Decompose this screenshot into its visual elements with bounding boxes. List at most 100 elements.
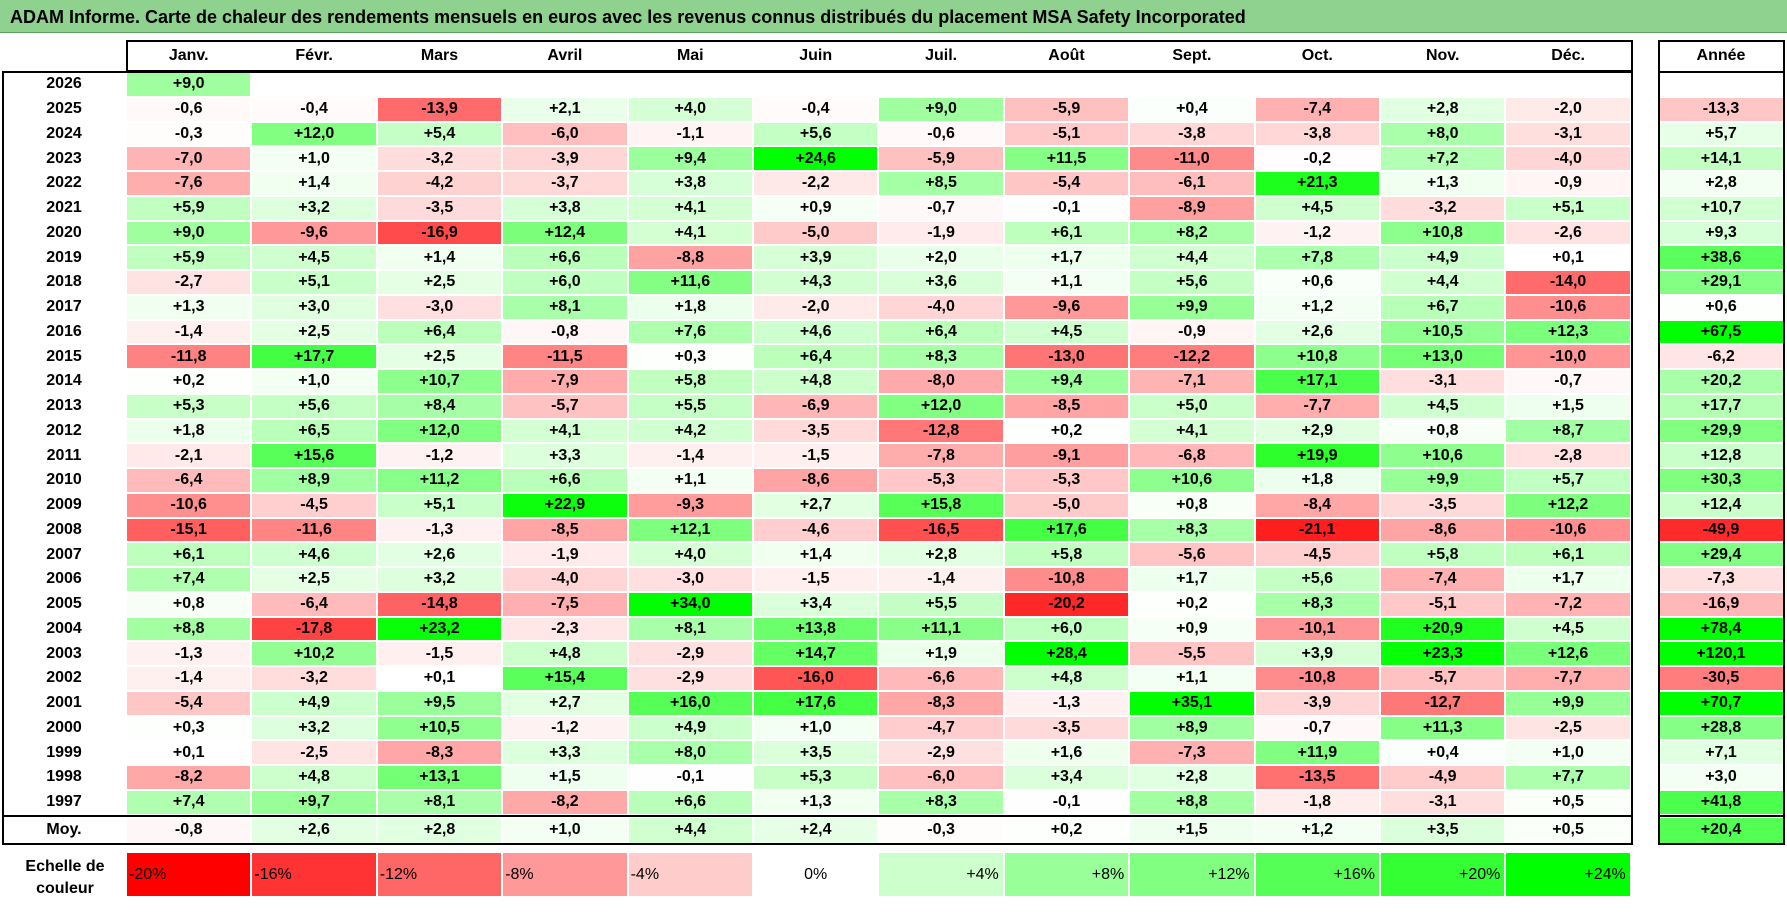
heatmap-cell: -13,9 (376, 96, 503, 122)
heatmap-cell: +0,5 (1505, 789, 1631, 815)
heatmap-cell: -1,4 (878, 567, 1004, 592)
color-scale-stop: -4% (627, 852, 753, 897)
heatmap-cell: +4,9 (627, 715, 753, 741)
color-scale-stop: +24% (1505, 852, 1631, 897)
heatmap-cell: -5,0 (1003, 492, 1130, 518)
heatmap-cell: -6,9 (753, 393, 879, 419)
heatmap-cell: -14,8 (376, 591, 503, 617)
heatmap-cell: +4,5 (1380, 393, 1506, 419)
heatmap-cell (627, 72, 753, 97)
heatmap-cell: +1,3 (1380, 171, 1506, 196)
annual-cell (1658, 72, 1784, 97)
annual-cell: +29,9 (1658, 418, 1784, 444)
heatmap-cell: -5,9 (878, 146, 1004, 171)
heatmap-cell: -4,6 (753, 517, 879, 543)
heatmap-cell: -1,2 (1254, 220, 1380, 246)
heatmap-cell: +3,4 (1003, 765, 1130, 790)
heatmap-cell: +8,4 (376, 393, 503, 419)
year-label: 2026 (2, 72, 126, 97)
heatmap-cell: +8,1 (376, 789, 503, 815)
month-header: Janv. (126, 40, 252, 71)
heatmap-cell: -7,7 (1505, 666, 1631, 691)
annual-cell: -13,3 (1658, 96, 1784, 122)
heatmap-cell: +1,4 (753, 542, 879, 567)
heatmap-cell: +12,0 (251, 121, 377, 147)
heatmap-cell: +2,9 (1254, 418, 1380, 444)
heatmap-cell: +3,4 (753, 591, 879, 617)
heatmap-cell: +5,0 (1129, 393, 1255, 419)
heatmap-cell: -1,9 (502, 542, 628, 567)
heatmap-cell: +7,6 (627, 319, 753, 345)
average-cell: +4,4 (627, 816, 753, 844)
heatmap-cell: +11,9 (1254, 740, 1380, 765)
heatmap-cell: -0,1 (627, 765, 753, 790)
heatmap-cell: +5,3 (126, 393, 252, 419)
heatmap-cell: -2,0 (753, 294, 879, 320)
color-scale-stop: 0% (753, 852, 879, 897)
heatmap-cell: +4,1 (1129, 418, 1255, 444)
heatmap-cell: +0,1 (126, 740, 252, 765)
heatmap-cell: -8,5 (502, 517, 628, 543)
color-scale-stop: -20% (126, 852, 252, 897)
heatmap-cell: -21,1 (1254, 517, 1380, 543)
heatmap-cell (1254, 72, 1380, 97)
heatmap-cell: -10,6 (1505, 517, 1631, 543)
heatmap-cell: +9,4 (627, 146, 753, 171)
average-cell: +1,2 (1254, 816, 1380, 844)
heatmap-cell: -0,9 (1129, 319, 1255, 345)
year-label: 2025 (2, 96, 126, 122)
year-label: 2018 (2, 270, 126, 295)
year-label: 2017 (2, 294, 126, 320)
year-label: 2011 (2, 443, 126, 468)
heatmap-cell: -13,5 (1254, 765, 1380, 790)
month-header: Nov. (1380, 40, 1506, 71)
heatmap-cell: -1,1 (627, 121, 753, 147)
heatmap-cell: +0,3 (627, 344, 753, 369)
heatmap-cell (753, 72, 879, 97)
year-label: 2020 (2, 220, 126, 246)
heatmap-cell: -5,3 (1003, 468, 1130, 493)
average-separator (1658, 814, 1785, 817)
heatmap-cell: +0,2 (1003, 418, 1130, 444)
heatmap-cell: -8,6 (753, 468, 879, 493)
heatmap-cell: -3,8 (1254, 121, 1380, 147)
heatmap-cell: +0,8 (126, 591, 252, 617)
heatmap-cell: +4,8 (753, 369, 879, 394)
heatmap-cell (502, 72, 628, 97)
heatmap-cell: -0,6 (126, 96, 252, 122)
heatmap-cell (376, 72, 503, 97)
heatmap-cell: -4,5 (251, 492, 377, 518)
heatmap-cell: +10,5 (376, 715, 503, 741)
heatmap-cell: -3,7 (502, 171, 628, 196)
heatmap-cell: +8,9 (251, 468, 377, 493)
color-scale-stop: +20% (1380, 852, 1506, 897)
annual-header: Année (1658, 40, 1784, 71)
heatmap-cell: +2,5 (376, 344, 503, 369)
heatmap-cell: +1,7 (1505, 567, 1631, 592)
year-label: 2023 (2, 146, 126, 171)
heatmap-cell: +9,9 (1129, 294, 1255, 320)
heatmap-cell: +2,5 (251, 567, 377, 592)
heatmap-cell: +17,6 (753, 690, 879, 716)
heatmap-cell: -4,0 (1505, 146, 1631, 171)
year-label: 2001 (2, 690, 126, 716)
heatmap-cell: +1,1 (1129, 666, 1255, 691)
annual-header-separator (1658, 71, 1785, 73)
heatmap-cell: +15,6 (251, 443, 377, 468)
heatmap-cell: -0,7 (1254, 715, 1380, 741)
heatmap-cell: +6,6 (502, 468, 628, 493)
heatmap-cell (1129, 72, 1255, 97)
heatmap-cell: -20,2 (1003, 591, 1130, 617)
heatmap-cell: +5,7 (1505, 468, 1631, 493)
heatmap-cell: +9,0 (126, 72, 252, 97)
heatmap-cell: +8,5 (878, 171, 1004, 196)
heatmap-cell: +7,7 (1505, 765, 1631, 790)
heatmap-cell: +7,4 (126, 789, 252, 815)
heatmap-cell: +5,6 (1254, 567, 1380, 592)
year-label: 2019 (2, 245, 126, 270)
heatmap-cell: -0,7 (878, 195, 1004, 221)
heatmap-cell: +19,9 (1254, 443, 1380, 468)
heatmap-cell: +3,2 (251, 195, 377, 221)
heatmap-cell: +11,1 (878, 616, 1004, 642)
year-label: 2022 (2, 171, 126, 196)
